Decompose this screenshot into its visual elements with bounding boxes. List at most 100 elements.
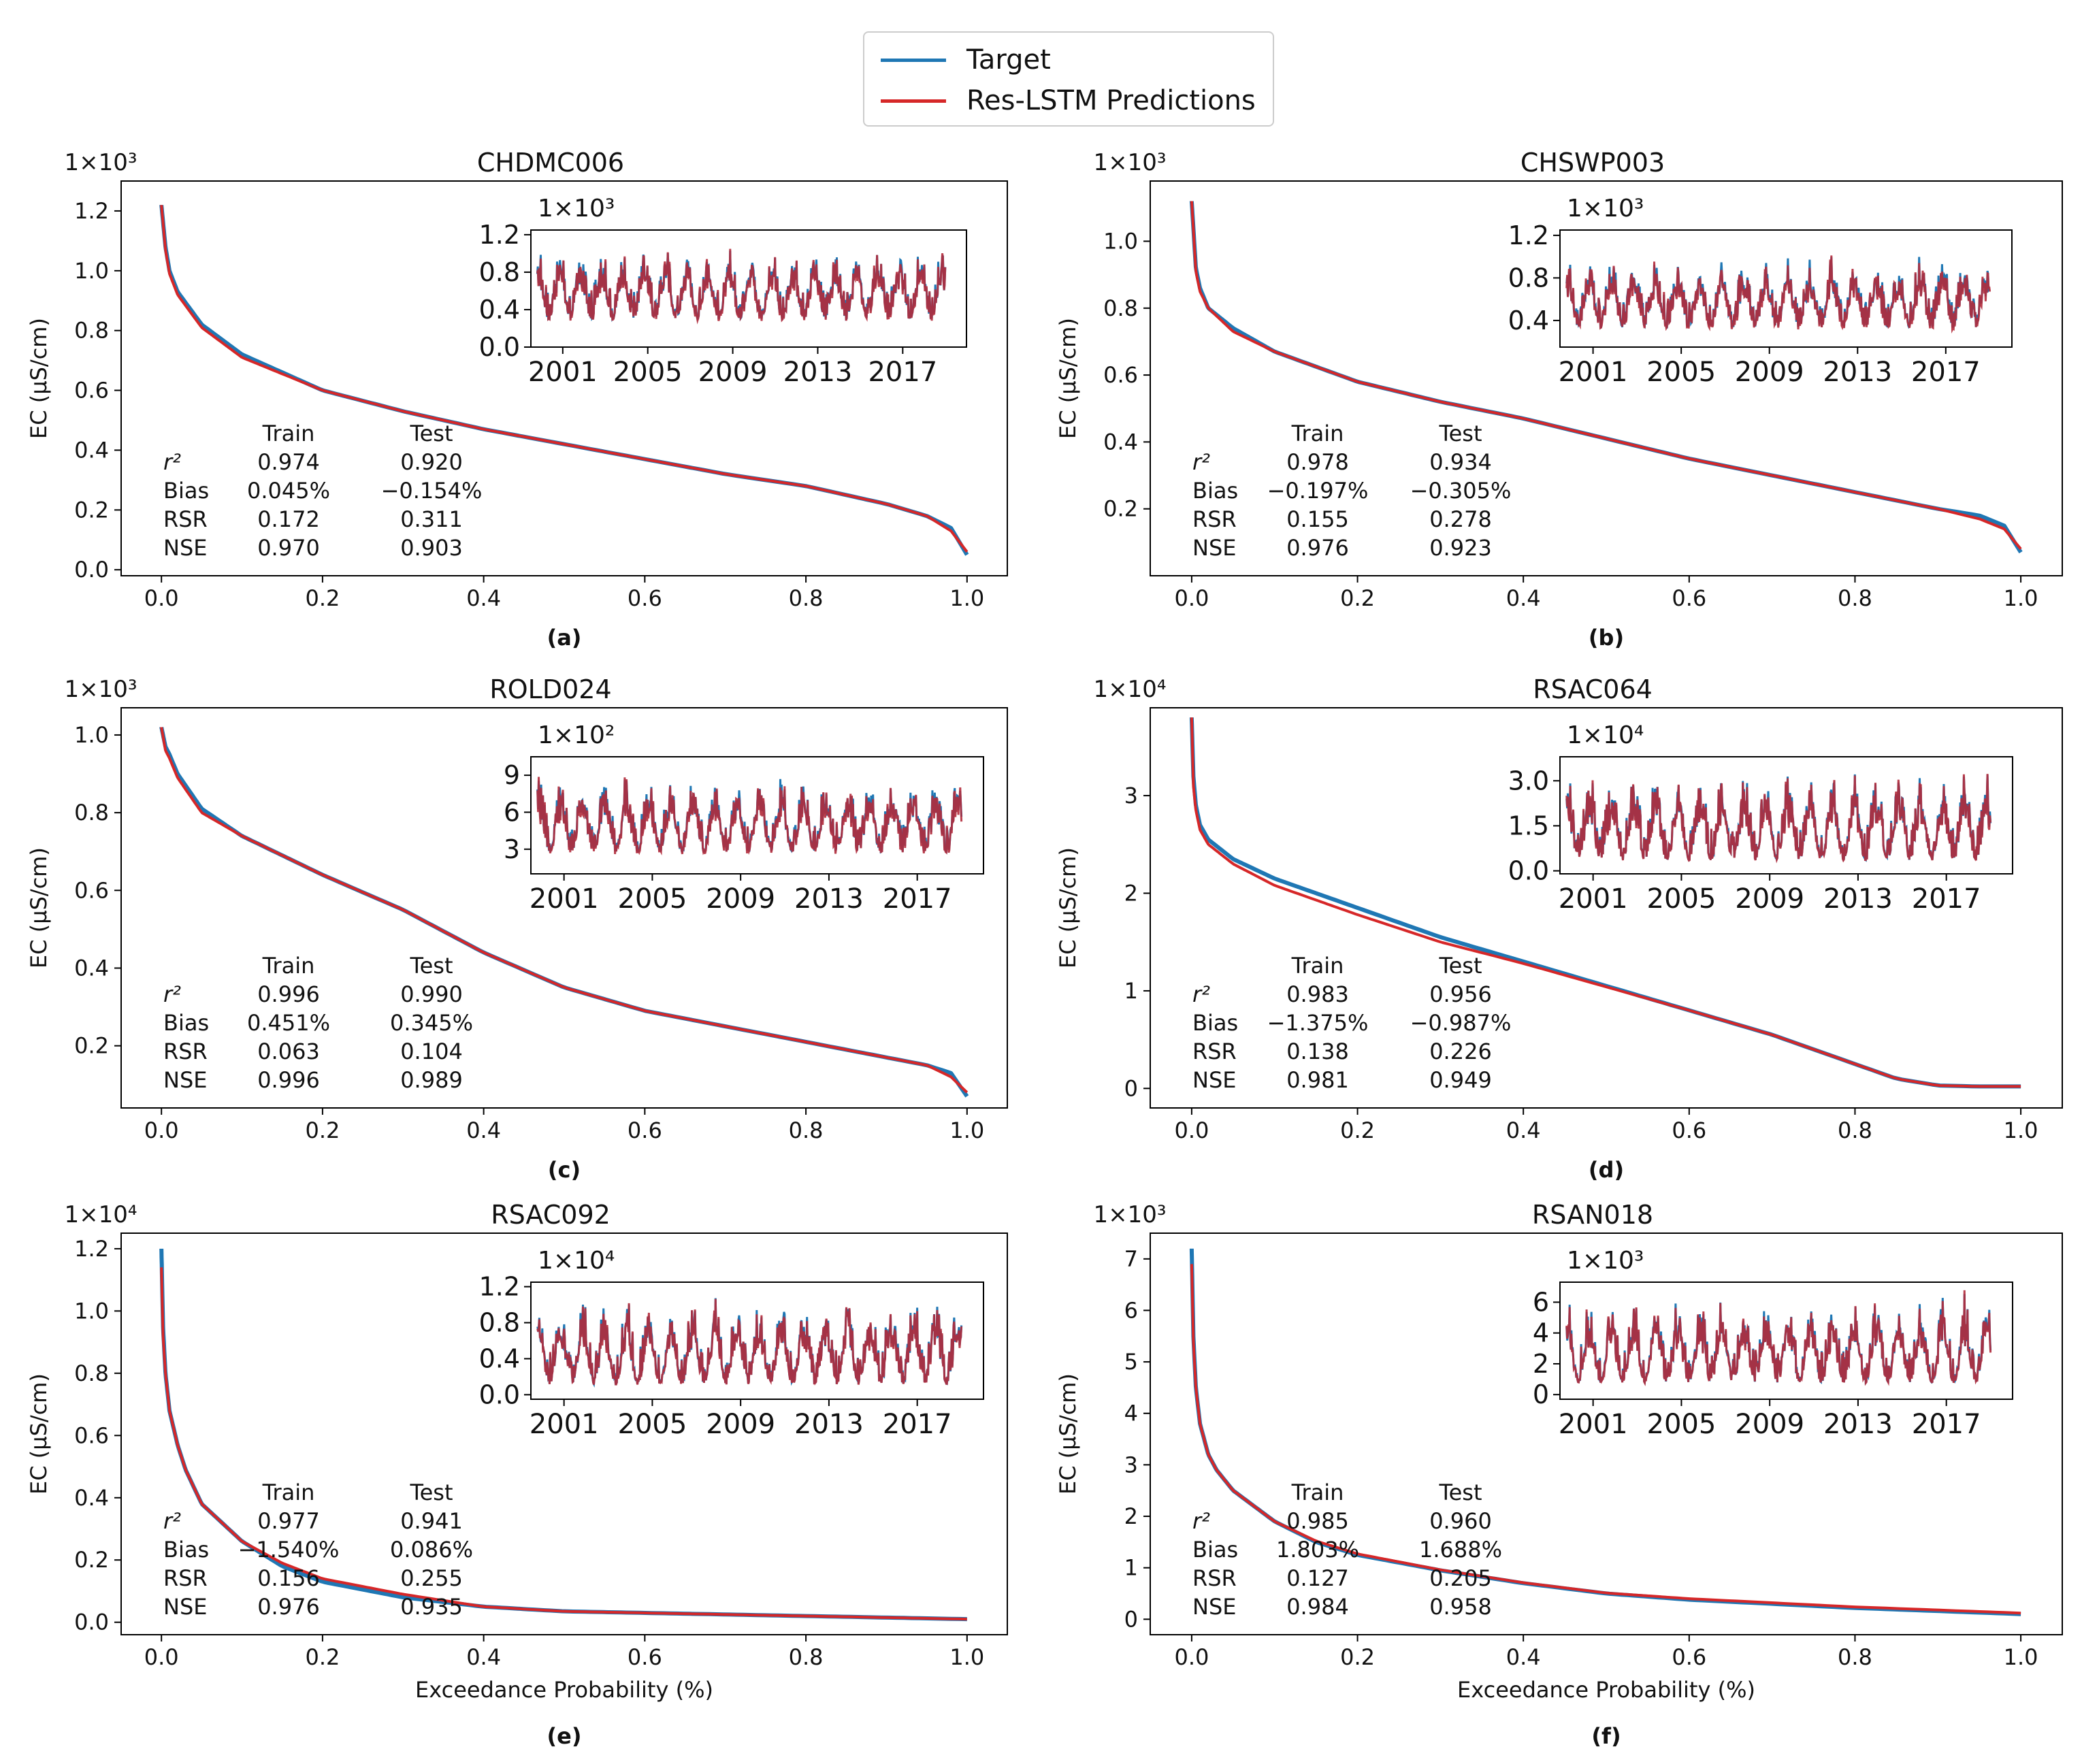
stats-cell: 0.976	[1286, 535, 1349, 561]
stats-cell: 0.226	[1429, 1039, 1492, 1064]
inset-y-tick-label: 0.8	[1508, 263, 1549, 293]
stats-cell: 0.127	[1286, 1565, 1349, 1591]
inset-y-tick-label: 1.2	[479, 220, 520, 250]
y-tick-label: 0.8	[74, 318, 109, 344]
stats-cell: 0.996	[257, 1067, 320, 1093]
stats-cell: 0.278	[1429, 506, 1492, 532]
stats-cell: 0.996	[257, 981, 320, 1007]
y-tick-label: 0.4	[74, 1485, 109, 1511]
stats-cell: 1.803%	[1276, 1537, 1359, 1563]
inset-border	[1559, 1281, 2013, 1400]
stats-row-label: Bias	[1192, 1537, 1238, 1563]
inset-y-tick-label: 0.0	[479, 332, 520, 362]
inset-x-tick-label: 2013	[1823, 883, 1893, 915]
stats-row-label: NSE	[1192, 1594, 1236, 1620]
inset-timeseries: 0.4 0.8 1.2 2001 2005 2009 2013 2017 1×10³	[1508, 195, 2013, 388]
inset-timeseries: 0.0 0.4 0.8 1.2 2001 2005 2009 2013 2017 1×10³	[479, 195, 967, 388]
stats-header: Train	[1291, 953, 1344, 979]
stats-cell: 0.985	[1286, 1508, 1349, 1534]
y-tick-label: 0	[1124, 1606, 1138, 1632]
stats-row-label: r²	[163, 449, 181, 475]
panel-letter: (a)	[547, 625, 582, 651]
x-tick-label: 1.0	[949, 1644, 984, 1670]
panel-title: RSAC092	[491, 1200, 611, 1230]
stats-row-label: RSR	[1192, 1039, 1237, 1064]
y-tick-label: 0.6	[1103, 362, 1138, 388]
y-tick-label: 0	[1124, 1075, 1138, 1101]
plot-frame	[1150, 180, 2063, 576]
panel-title: RSAN018	[1532, 1200, 1653, 1230]
y-scale-label: 1×10⁴	[64, 1201, 137, 1228]
y-tick-label: 0.4	[74, 437, 109, 463]
panel-f: 0.0 0.2 0.4 0.6 0.8 1.0 0 1 2 3 4 5 6 7 1×10³ RSAN018 EC…	[1055, 1200, 2063, 1749]
plot-frame	[1150, 1232, 2063, 1635]
x-tick-label: 0.8	[789, 1117, 824, 1143]
stats-cell: 0.923	[1429, 535, 1492, 561]
stats-row-label: r²	[1192, 1508, 1210, 1534]
y-axis-label: EC (µS/cm)	[1055, 847, 1081, 968]
stats-row-label: RSR	[1192, 506, 1237, 532]
stats-row-label: Bias	[1192, 478, 1238, 504]
panel-title: ROLD024	[489, 674, 611, 704]
x-tick-label: 0.8	[1838, 1117, 1872, 1143]
stats-row-label: RSR	[163, 506, 208, 532]
stats-cell: 0.920	[400, 449, 463, 475]
plot-frame	[1150, 707, 2063, 1109]
stats-cell: 0.958	[1429, 1594, 1492, 1620]
stats-cell: 0.156	[257, 1565, 320, 1591]
x-tick-label: 0.2	[305, 1117, 340, 1143]
stats-cell: 0.981	[1286, 1067, 1349, 1093]
x-tick-label: 0.0	[144, 585, 179, 611]
stats-header: Train	[1291, 421, 1344, 446]
stats-cell: 0.941	[400, 1508, 463, 1534]
panel-letter: (b)	[1589, 625, 1624, 651]
panel-letter: (f)	[1591, 1723, 1621, 1749]
panel-c: 0.0 0.2 0.4 0.6 0.8 1.0 0.2 0.4 0.6 0.8 1.0 1×10³ RO…	[26, 674, 1008, 1183]
x-tick-label: 0.8	[789, 585, 824, 611]
x-tick-label: 0.2	[305, 585, 340, 611]
inset-y-tick-label: 0.4	[1508, 306, 1549, 336]
inset-x-tick-label: 2009	[706, 1409, 775, 1440]
stats-cell: 0.990	[400, 981, 463, 1007]
x-axis-label: Exceedance Probability (%)	[415, 1677, 713, 1703]
x-tick-label: 0.6	[628, 1117, 662, 1143]
inset-scale-label: 1×10⁴	[1567, 721, 1644, 749]
inset-x-tick-label: 2005	[618, 1409, 687, 1440]
stats-cell: 0.086%	[390, 1537, 473, 1563]
inset-x-tick-label: 2001	[1559, 1409, 1628, 1440]
x-tick-label: 0.6	[628, 585, 662, 611]
stats-header: Train	[262, 1480, 315, 1505]
stats-cell: 0.345%	[390, 1010, 473, 1036]
inset-x-tick-label: 2013	[794, 1409, 864, 1440]
inset-border	[1559, 229, 2013, 348]
inset-y-tick-label: 1.2	[1508, 220, 1549, 250]
stats-cell: 0.155	[1286, 506, 1349, 532]
x-tick-label: 1.0	[949, 1117, 984, 1143]
stats-row-label: RSR	[1192, 1565, 1237, 1591]
y-tick-label: 0.8	[1103, 295, 1138, 321]
inset-border	[1559, 756, 2013, 875]
inset-y-tick-label: 0	[1533, 1379, 1549, 1409]
y-tick-label: 0.2	[74, 1547, 109, 1573]
inset-x-tick-label: 2001	[1559, 357, 1628, 388]
stats-header: Train	[262, 953, 315, 979]
prediction-series-line	[160, 725, 969, 1094]
stats-cell: 0.935	[400, 1594, 463, 1620]
y-tick-label: 2	[1124, 880, 1138, 906]
x-tick-label: 0.8	[789, 1644, 824, 1670]
y-tick-label: 1.0	[74, 722, 109, 748]
inset-x-tick-label: 2013	[1823, 1409, 1893, 1440]
inset-y-tick-label: 0.8	[479, 257, 520, 287]
inset-x-tick-label: 2017	[1912, 883, 1981, 915]
stats-cell: −0.154%	[381, 478, 483, 504]
inset-y-tick-label: 0.4	[479, 1343, 520, 1373]
x-tick-label: 0.4	[1506, 1644, 1541, 1670]
stats-header: Test	[1438, 421, 1482, 446]
inset-border	[530, 756, 984, 875]
y-tick-label: 2	[1124, 1503, 1138, 1529]
x-tick-label: 0.6	[628, 1644, 662, 1670]
x-tick-label: 0.2	[1340, 585, 1375, 611]
stats-row-label: RSR	[163, 1039, 208, 1064]
inset-prediction-line	[536, 777, 963, 856]
inset-prediction-line	[536, 1298, 963, 1386]
